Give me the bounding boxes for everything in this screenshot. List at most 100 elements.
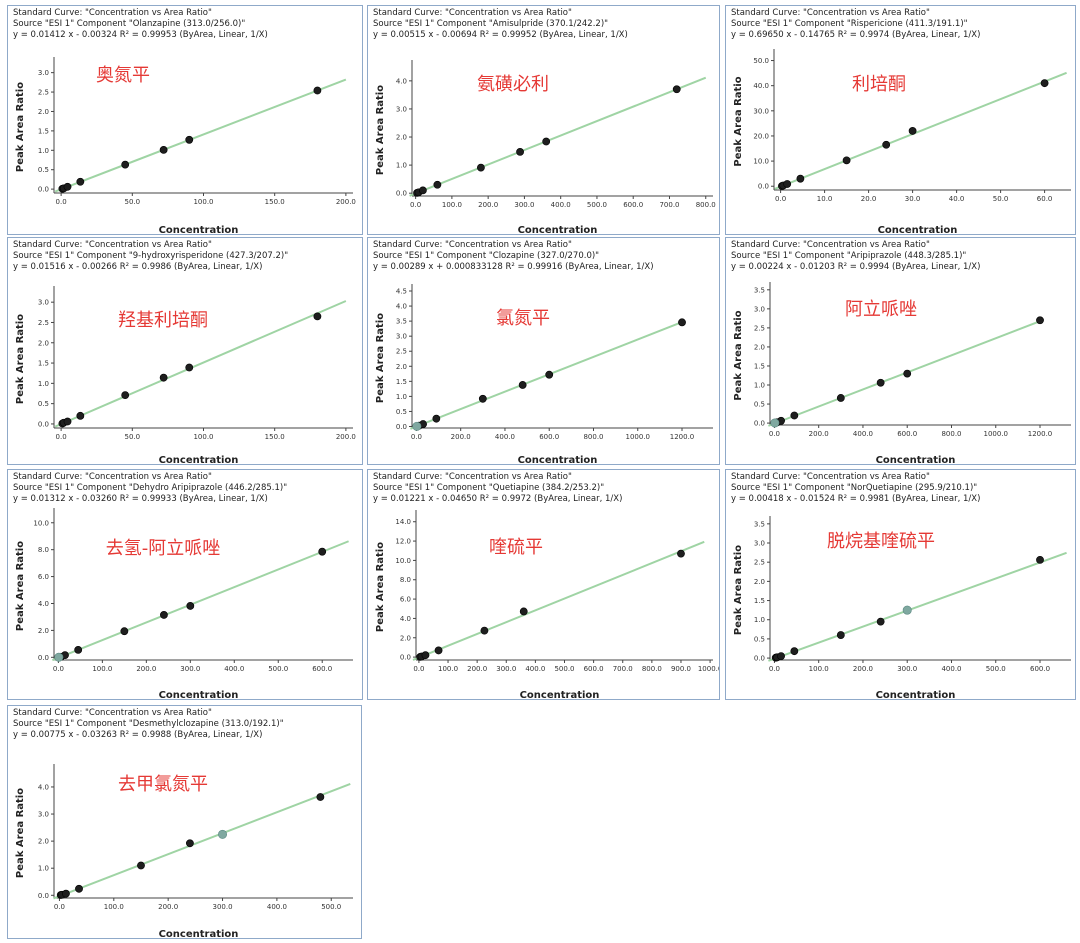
x-tick-label: 50.0 <box>125 433 141 441</box>
x-tick-label: 600.0 <box>897 430 917 438</box>
y-tick-label: 1.0 <box>396 162 407 170</box>
y-tick-label: 2.0 <box>38 108 49 116</box>
x-tick-label: 300.0 <box>514 201 534 209</box>
x-tick-label: 200.0 <box>136 665 156 673</box>
y-tick-label: 2.5 <box>38 89 49 97</box>
y-axis-title: Peak Area Ratio <box>375 542 386 632</box>
chart-panel: Standard Curve: "Concentration vs Area R… <box>367 5 720 235</box>
chart-equation: y = 0.01221 x - 0.04650 R² = 0.9972 (ByA… <box>373 494 623 504</box>
compound-name-label: 脱烷基喹硫平 <box>827 531 935 552</box>
y-tick-label: 0.5 <box>38 166 49 174</box>
x-tick-label: 200.0 <box>467 665 487 673</box>
y-tick-label: 8.0 <box>38 546 49 554</box>
y-tick-label: 0.0 <box>400 654 411 662</box>
chart-title: Standard Curve: "Concentration vs Area R… <box>373 8 572 18</box>
y-axis-title: Peak Area Ratio <box>375 313 386 403</box>
x-tick-label: 300.0 <box>213 903 233 911</box>
highlighted-point <box>54 652 64 662</box>
x-tick-label: 300.0 <box>496 665 516 673</box>
calibration-point <box>186 839 194 848</box>
x-tick-label: 500.0 <box>554 665 574 673</box>
x-tick-label: 600.0 <box>623 201 643 209</box>
y-tick-label: 3.0 <box>396 105 407 113</box>
regression-line <box>409 76 707 197</box>
y-axis-title: Peak Area Ratio <box>15 541 26 631</box>
y-tick-label: 0.5 <box>396 408 407 416</box>
x-axis-title: Concentration <box>159 690 239 700</box>
chart-header: Standard Curve: "Concentration vs Area R… <box>13 240 288 273</box>
y-tick-label: 4.0 <box>396 303 407 311</box>
chart-svg: 0.0 1.0 2.0 3.0 4.0 0.0 100.0 200.0 300.0 400.0 50… <box>15 764 353 938</box>
y-tick-label: 0.5 <box>38 400 49 408</box>
regression-line <box>54 300 347 428</box>
y-tick-label: 0.5 <box>754 401 765 409</box>
chart-svg: 0.0 2.0 4.0 6.0 8.0 10.0 0.0 100.0 200.0 300.0 400… <box>15 508 353 700</box>
calibration-point <box>433 180 442 189</box>
y-tick-label: 2.5 <box>754 324 765 332</box>
y-tick-label: 1.0 <box>754 616 765 624</box>
x-axis-title: Concentration <box>159 455 239 465</box>
x-axis-title: Concentration <box>159 225 239 235</box>
x-tick-label: 600.0 <box>539 433 559 441</box>
y-tick-label: 4.0 <box>38 783 49 791</box>
y-tick-label: 2.0 <box>38 838 49 846</box>
calibration-point <box>796 174 805 183</box>
x-tick-label: 200.0 <box>809 430 829 438</box>
x-tick-label: 0.0 <box>413 665 424 673</box>
chart-panel: Standard Curve: "Concentration vs Area R… <box>7 469 363 700</box>
chart-panel: Standard Curve: "Concentration vs Area R… <box>7 237 363 465</box>
regression-line <box>412 540 705 661</box>
chart-panel: Standard Curve: "Concentration vs Area R… <box>367 469 720 700</box>
calibration-point <box>76 411 85 420</box>
calibration-point <box>63 182 72 191</box>
calibration-point <box>519 607 528 616</box>
calibration-point <box>790 411 799 420</box>
calibration-point <box>518 381 527 389</box>
y-tick-label: 1.5 <box>754 597 765 605</box>
y-tick-label: 6.0 <box>400 596 411 604</box>
y-tick-label: 30.0 <box>753 107 769 115</box>
chart-header: Standard Curve: "Concentration vs Area R… <box>373 240 654 273</box>
chart-title: Standard Curve: "Concentration vs Area R… <box>13 240 212 250</box>
x-tick-label: 400.0 <box>267 903 287 911</box>
chart-panel: Standard Curve: "Concentration vs Area R… <box>725 237 1076 465</box>
x-tick-label: 500.0 <box>986 665 1006 673</box>
x-tick-label: 200.0 <box>336 433 356 441</box>
calibration-point <box>121 391 130 400</box>
calibration-point <box>908 127 917 135</box>
y-tick-label: 0.0 <box>758 183 769 191</box>
x-tick-label: 100.0 <box>193 433 213 441</box>
chart-title: Standard Curve: "Concentration vs Area R… <box>13 472 212 482</box>
calibration-point <box>316 793 325 801</box>
y-tick-label: 2.5 <box>754 559 765 567</box>
x-tick-label: 400.0 <box>853 430 873 438</box>
chart-svg: 0.0 0.5 1.0 1.5 2.0 2.5 3.0 3.5 0.0 200.0 400.0 600… <box>733 282 1071 464</box>
y-tick-label: 0.0 <box>38 654 49 662</box>
calibration-point <box>74 646 83 654</box>
highlighted-point <box>902 605 912 615</box>
chart-header: Standard Curve: "Concentration vs Area R… <box>731 472 980 505</box>
y-axis-title: Peak Area Ratio <box>15 314 26 404</box>
y-tick-label: 3.0 <box>38 811 49 819</box>
x-tick-label: 200.0 <box>853 665 873 673</box>
y-tick-label: 3.0 <box>396 333 407 341</box>
y-axis-title: Peak Area Ratio <box>375 85 386 175</box>
y-tick-label: 2.0 <box>38 627 49 635</box>
x-tick-label: 300.0 <box>897 665 917 673</box>
x-tick-label: 800.0 <box>941 430 961 438</box>
y-axis-title: Peak Area Ratio <box>733 76 744 166</box>
y-tick-label: 3.5 <box>396 318 407 326</box>
calibration-point <box>836 394 845 402</box>
y-tick-label: 0.0 <box>754 655 765 663</box>
compound-name-label: 阿立哌唑 <box>845 299 917 320</box>
x-tick-label: 100.0 <box>193 198 213 206</box>
calibration-point <box>777 652 785 661</box>
x-tick-label: 800.0 <box>696 201 716 209</box>
chart-source: Source "ESI 1" Component "9-hydroxyrispe… <box>13 251 289 261</box>
x-axis-title: Concentration <box>878 225 958 235</box>
calibration-point <box>1036 555 1044 564</box>
calibration-point <box>313 86 322 95</box>
y-tick-label: 2.5 <box>38 319 49 327</box>
x-tick-label: 150.0 <box>265 198 285 206</box>
y-tick-label: 4.0 <box>396 77 407 85</box>
